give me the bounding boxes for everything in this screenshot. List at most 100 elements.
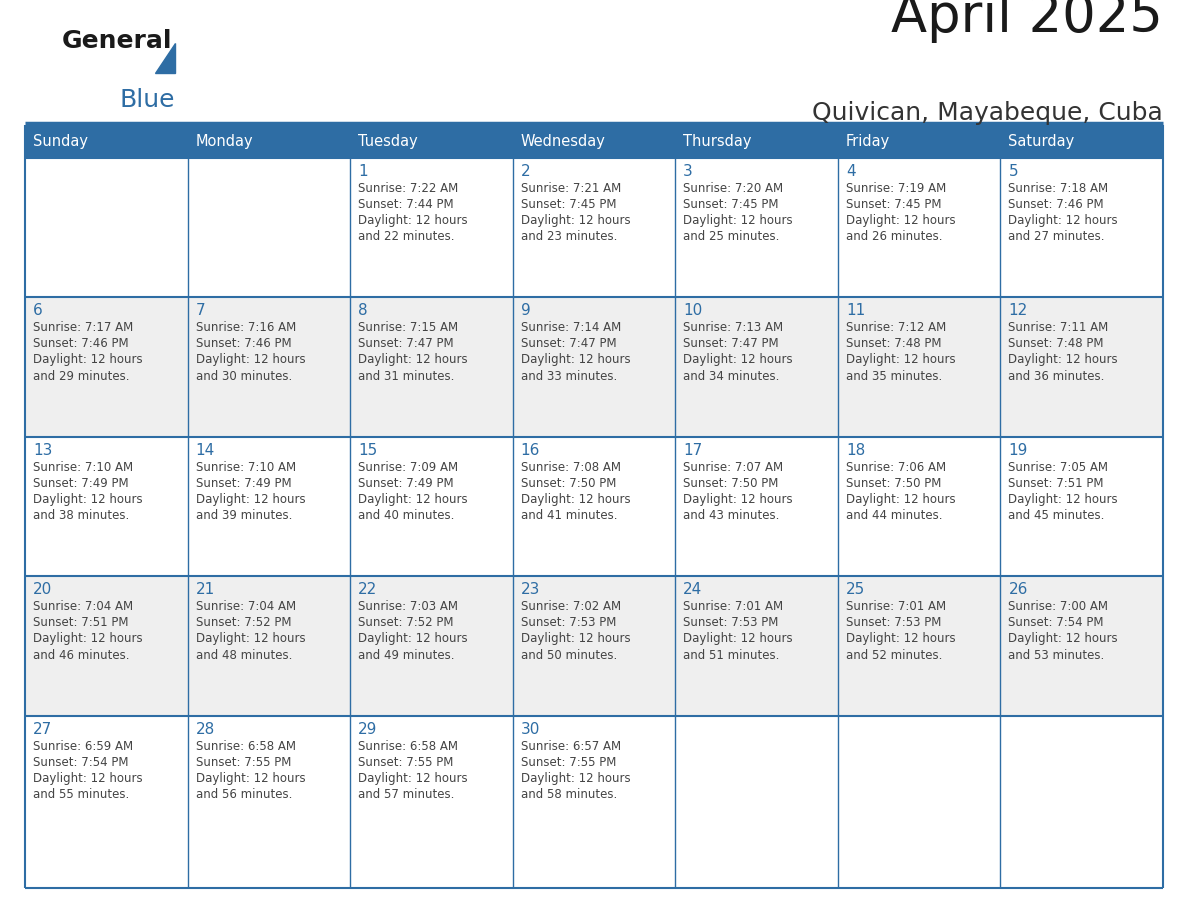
Text: 29: 29 [358, 722, 378, 736]
Text: Sunset: 7:51 PM: Sunset: 7:51 PM [1009, 476, 1104, 490]
Text: 20: 20 [33, 582, 52, 598]
Bar [513, 577, 675, 716]
Text: Sunset: 7:45 PM: Sunset: 7:45 PM [683, 198, 779, 211]
Bar [188, 125, 350, 158]
Text: Sunrise: 7:04 AM: Sunrise: 7:04 AM [196, 600, 296, 613]
Bar [838, 716, 1000, 855]
Bar [675, 437, 838, 577]
Text: Sunrise: 7:00 AM: Sunrise: 7:00 AM [1009, 600, 1108, 613]
Bar [188, 437, 350, 577]
Bar [838, 577, 1000, 716]
Bar [350, 437, 513, 577]
Text: Sunrise: 7:15 AM: Sunrise: 7:15 AM [358, 321, 459, 334]
Bar [838, 437, 1000, 577]
Bar [188, 716, 350, 855]
Text: Daylight: 12 hours
and 31 minutes.: Daylight: 12 hours and 31 minutes. [358, 353, 468, 383]
Text: Sunrise: 6:58 AM: Sunrise: 6:58 AM [196, 740, 296, 753]
Text: Sunset: 7:44 PM: Sunset: 7:44 PM [358, 198, 454, 211]
Text: Sunset: 7:55 PM: Sunset: 7:55 PM [520, 756, 617, 768]
Text: 8: 8 [358, 304, 368, 319]
Text: Sunset: 7:52 PM: Sunset: 7:52 PM [358, 616, 454, 629]
Text: April 2025: April 2025 [891, 0, 1163, 43]
Text: Sunrise: 7:19 AM: Sunrise: 7:19 AM [846, 182, 946, 195]
Text: 15: 15 [358, 442, 378, 458]
Bar [350, 297, 513, 437]
Text: Sunrise: 7:13 AM: Sunrise: 7:13 AM [683, 321, 783, 334]
Bar [350, 716, 513, 855]
Text: Sunrise: 6:59 AM: Sunrise: 6:59 AM [33, 740, 133, 753]
Text: Sunset: 7:53 PM: Sunset: 7:53 PM [846, 616, 941, 629]
Text: Daylight: 12 hours
and 44 minutes.: Daylight: 12 hours and 44 minutes. [846, 493, 955, 522]
Text: 14: 14 [196, 442, 215, 458]
Text: General: General [62, 29, 172, 53]
Text: Sunset: 7:50 PM: Sunset: 7:50 PM [683, 476, 778, 490]
Text: 7: 7 [196, 304, 206, 319]
Bar [513, 158, 675, 297]
Text: 11: 11 [846, 304, 865, 319]
Text: Sunrise: 6:58 AM: Sunrise: 6:58 AM [358, 740, 459, 753]
Polygon shape [154, 43, 175, 73]
Text: Sunrise: 7:03 AM: Sunrise: 7:03 AM [358, 600, 459, 613]
Text: Sunrise: 7:10 AM: Sunrise: 7:10 AM [196, 461, 296, 474]
Text: Sunset: 7:53 PM: Sunset: 7:53 PM [683, 616, 778, 629]
Text: Daylight: 12 hours
and 35 minutes.: Daylight: 12 hours and 35 minutes. [846, 353, 955, 383]
Bar [675, 577, 838, 716]
Bar [25, 158, 188, 297]
Text: Sunrise: 7:02 AM: Sunrise: 7:02 AM [520, 600, 621, 613]
Text: Daylight: 12 hours
and 43 minutes.: Daylight: 12 hours and 43 minutes. [683, 493, 792, 522]
Text: Sunset: 7:54 PM: Sunset: 7:54 PM [1009, 616, 1104, 629]
Bar [188, 297, 350, 437]
Text: Sunset: 7:46 PM: Sunset: 7:46 PM [1009, 198, 1104, 211]
Text: Daylight: 12 hours
and 49 minutes.: Daylight: 12 hours and 49 minutes. [358, 633, 468, 662]
Bar [675, 716, 838, 855]
Text: Sunset: 7:45 PM: Sunset: 7:45 PM [520, 198, 617, 211]
Text: Sunset: 7:47 PM: Sunset: 7:47 PM [683, 338, 779, 351]
Text: Sunset: 7:53 PM: Sunset: 7:53 PM [520, 616, 617, 629]
Bar [1000, 437, 1163, 577]
Text: Sunrise: 7:01 AM: Sunrise: 7:01 AM [683, 600, 783, 613]
Text: 16: 16 [520, 442, 541, 458]
Text: 22: 22 [358, 582, 378, 598]
Text: Daylight: 12 hours
and 27 minutes.: Daylight: 12 hours and 27 minutes. [1009, 214, 1118, 243]
Text: Sunrise: 7:07 AM: Sunrise: 7:07 AM [683, 461, 783, 474]
Text: 18: 18 [846, 442, 865, 458]
Text: Daylight: 12 hours
and 45 minutes.: Daylight: 12 hours and 45 minutes. [1009, 493, 1118, 522]
Bar [25, 716, 188, 855]
Text: Friday: Friday [846, 134, 890, 149]
Text: Daylight: 12 hours
and 25 minutes.: Daylight: 12 hours and 25 minutes. [683, 214, 792, 243]
Text: 17: 17 [683, 442, 702, 458]
Bar [675, 297, 838, 437]
Text: 13: 13 [33, 442, 52, 458]
Text: Sunrise: 7:09 AM: Sunrise: 7:09 AM [358, 461, 459, 474]
Text: Sunday: Sunday [33, 134, 88, 149]
Text: 30: 30 [520, 722, 541, 736]
Text: Daylight: 12 hours
and 40 minutes.: Daylight: 12 hours and 40 minutes. [358, 493, 468, 522]
Text: Daylight: 12 hours
and 30 minutes.: Daylight: 12 hours and 30 minutes. [196, 353, 305, 383]
Text: 2: 2 [520, 164, 530, 179]
Bar [513, 125, 675, 158]
Bar [838, 297, 1000, 437]
Text: Daylight: 12 hours
and 51 minutes.: Daylight: 12 hours and 51 minutes. [683, 633, 792, 662]
Text: Sunset: 7:52 PM: Sunset: 7:52 PM [196, 616, 291, 629]
Text: Sunrise: 7:21 AM: Sunrise: 7:21 AM [520, 182, 621, 195]
Text: Sunrise: 7:08 AM: Sunrise: 7:08 AM [520, 461, 620, 474]
Bar [838, 158, 1000, 297]
Bar [1000, 716, 1163, 855]
Text: Sunset: 7:46 PM: Sunset: 7:46 PM [196, 338, 291, 351]
Bar [1000, 297, 1163, 437]
Text: Sunrise: 7:11 AM: Sunrise: 7:11 AM [1009, 321, 1108, 334]
Text: Daylight: 12 hours
and 57 minutes.: Daylight: 12 hours and 57 minutes. [358, 772, 468, 801]
Text: Daylight: 12 hours
and 23 minutes.: Daylight: 12 hours and 23 minutes. [520, 214, 631, 243]
Bar [1000, 577, 1163, 716]
Text: Sunrise: 7:05 AM: Sunrise: 7:05 AM [1009, 461, 1108, 474]
Bar [513, 297, 675, 437]
Text: Daylight: 12 hours
and 39 minutes.: Daylight: 12 hours and 39 minutes. [196, 493, 305, 522]
Text: Daylight: 12 hours
and 22 minutes.: Daylight: 12 hours and 22 minutes. [358, 214, 468, 243]
Text: 4: 4 [846, 164, 855, 179]
Text: Sunset: 7:51 PM: Sunset: 7:51 PM [33, 616, 128, 629]
Text: Sunset: 7:47 PM: Sunset: 7:47 PM [520, 338, 617, 351]
Bar [838, 125, 1000, 158]
Text: Daylight: 12 hours
and 48 minutes.: Daylight: 12 hours and 48 minutes. [196, 633, 305, 662]
Text: Sunset: 7:55 PM: Sunset: 7:55 PM [196, 756, 291, 768]
Text: Daylight: 12 hours
and 34 minutes.: Daylight: 12 hours and 34 minutes. [683, 353, 792, 383]
